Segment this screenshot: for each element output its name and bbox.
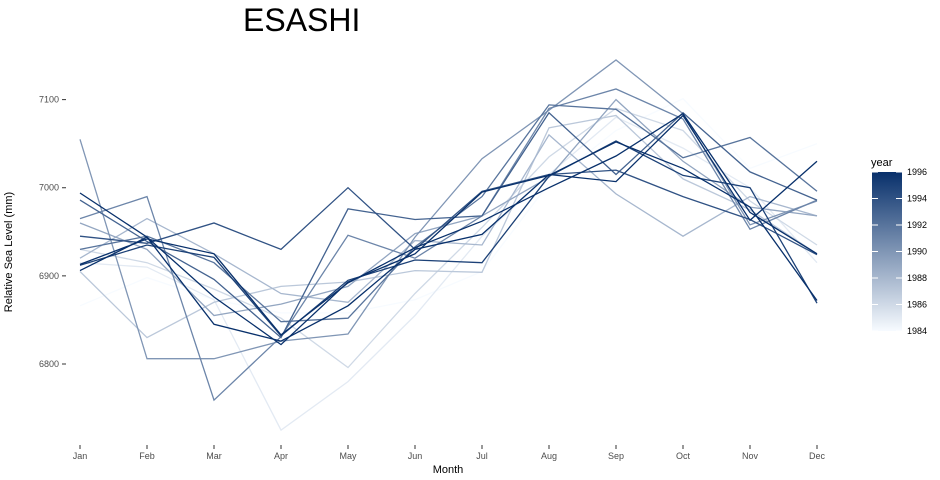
series-line-1994	[79, 169, 818, 256]
chart-title: ESASHI	[243, 2, 360, 38]
legend-tick-label: 1992	[907, 220, 927, 230]
x-tick-label: Oct	[676, 451, 691, 461]
legend-tick-label: 1996	[907, 167, 927, 177]
x-tick-label: Aug	[541, 451, 557, 461]
legend-tick-label: 1994	[907, 194, 927, 204]
series-line-1997	[79, 141, 818, 346]
x-tick-label: Feb	[139, 451, 155, 461]
legend-tick-label: 1988	[907, 273, 927, 283]
x-tick-label: May	[339, 451, 357, 461]
legend-title: year	[871, 157, 893, 169]
legend-tick-label: 1984	[907, 326, 927, 336]
x-tick-label: Dec	[809, 451, 826, 461]
legend-tick-label: 1990	[907, 247, 927, 257]
series-line-1987	[79, 114, 818, 339]
y-axis: 6800 6900 7000 7100	[39, 95, 66, 369]
series-line-1990	[79, 59, 818, 360]
legend: year 1984 1986 1988 1990 1992 1994 1996	[871, 157, 927, 336]
series-line-1998	[79, 112, 818, 336]
y-tick-label: 7000	[39, 183, 59, 193]
series-line-1984	[79, 97, 818, 314]
x-tick-label: Nov	[742, 451, 759, 461]
series-line-1986	[79, 107, 818, 369]
series-line-1996	[79, 114, 818, 342]
series-line-1989	[79, 98, 818, 317]
series-line-1993	[79, 111, 818, 339]
x-tick-label: Sep	[608, 451, 624, 461]
series-line-1985	[79, 116, 818, 432]
x-tick-label: Jul	[476, 451, 488, 461]
x-axis: Jan Feb Mar Apr May Jun Jul Aug Sep Oct Nov Dec	[73, 445, 826, 461]
x-axis-title: Month	[433, 464, 464, 476]
y-axis-title: Relative Sea Level (mm)	[3, 192, 15, 312]
series-lines	[79, 59, 818, 432]
series-line-1988	[79, 133, 818, 303]
y-tick-label: 6900	[39, 271, 59, 281]
legend-tick-label: 1986	[907, 300, 927, 310]
series-line-1992	[79, 104, 818, 323]
y-tick-label: 6800	[39, 359, 59, 369]
series-line-1991	[79, 88, 818, 402]
x-tick-label: Jun	[408, 451, 423, 461]
x-tick-label: Mar	[206, 451, 222, 461]
y-tick-label: 7100	[39, 95, 59, 105]
x-tick-label: Apr	[274, 451, 288, 461]
series-line-1995	[79, 140, 818, 337]
x-tick-label: Jan	[73, 451, 88, 461]
